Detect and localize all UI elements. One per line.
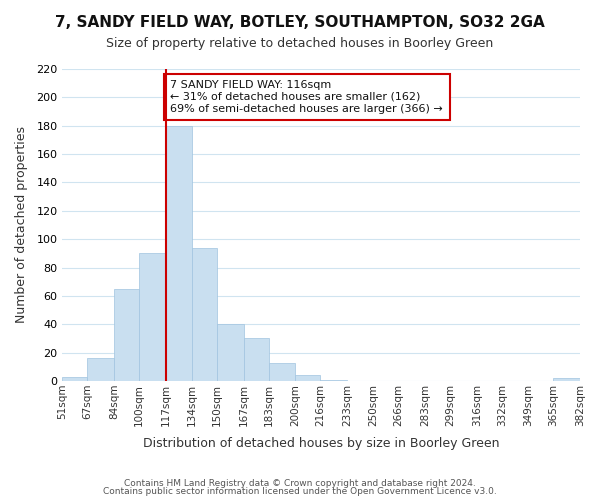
Bar — [320, 380, 347, 381]
Bar — [192, 248, 217, 381]
Bar — [88, 358, 114, 381]
Bar — [217, 324, 244, 381]
Bar — [114, 289, 139, 381]
Bar — [553, 378, 580, 381]
Text: 7, SANDY FIELD WAY, BOTLEY, SOUTHAMPTON, SO32 2GA: 7, SANDY FIELD WAY, BOTLEY, SOUTHAMPTON,… — [55, 15, 545, 30]
Text: Contains HM Land Registry data © Crown copyright and database right 2024.: Contains HM Land Registry data © Crown c… — [124, 478, 476, 488]
X-axis label: Distribution of detached houses by size in Boorley Green: Distribution of detached houses by size … — [143, 437, 499, 450]
Bar — [62, 376, 88, 381]
Bar — [269, 362, 295, 381]
Bar — [166, 126, 192, 381]
Bar — [295, 376, 320, 381]
Bar — [139, 254, 166, 381]
Text: Contains public sector information licensed under the Open Government Licence v3: Contains public sector information licen… — [103, 487, 497, 496]
Y-axis label: Number of detached properties: Number of detached properties — [15, 126, 28, 324]
Bar — [244, 338, 269, 381]
Text: 7 SANDY FIELD WAY: 116sqm
← 31% of detached houses are smaller (162)
69% of semi: 7 SANDY FIELD WAY: 116sqm ← 31% of detac… — [170, 80, 443, 114]
Text: Size of property relative to detached houses in Boorley Green: Size of property relative to detached ho… — [106, 38, 494, 51]
